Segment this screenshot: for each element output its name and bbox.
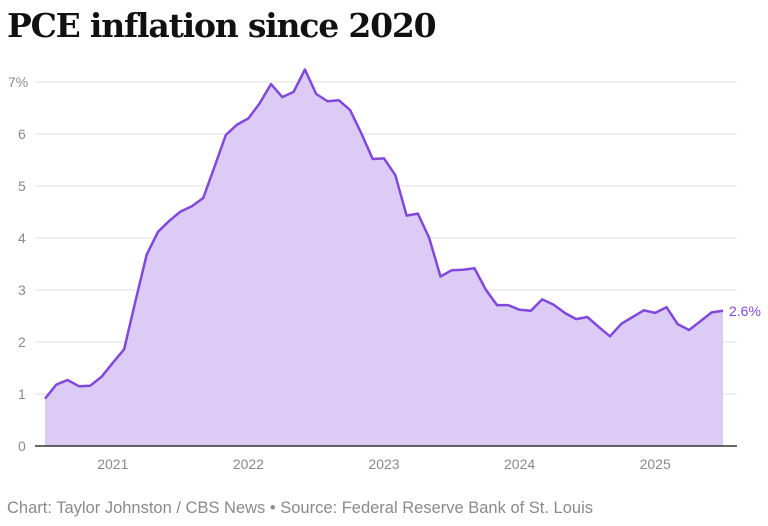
x-tick-label: 2023 bbox=[368, 456, 399, 472]
y-tick-label: 0 bbox=[18, 438, 26, 454]
area-fill bbox=[45, 69, 723, 446]
y-tick-label: 2 bbox=[18, 334, 26, 350]
x-tick-label: 2024 bbox=[504, 456, 535, 472]
x-tick-label: 2025 bbox=[640, 456, 671, 472]
source-footer: Chart: Taylor Johnston / CBS News • Sour… bbox=[7, 499, 593, 517]
y-tick-label: 6 bbox=[18, 126, 26, 142]
end-value-label: 2.6% bbox=[729, 303, 761, 319]
x-tick-label: 2022 bbox=[233, 456, 264, 472]
y-tick-label: 1 bbox=[18, 386, 26, 402]
y-tick-label: 5 bbox=[18, 178, 26, 194]
x-tick-label: 2021 bbox=[97, 456, 128, 472]
y-tick-label: 3 bbox=[18, 282, 26, 298]
chart-title: PCE inflation since 2020 bbox=[7, 6, 437, 45]
y-tick-label: 4 bbox=[18, 230, 26, 246]
y-tick-label: 7% bbox=[8, 74, 28, 90]
